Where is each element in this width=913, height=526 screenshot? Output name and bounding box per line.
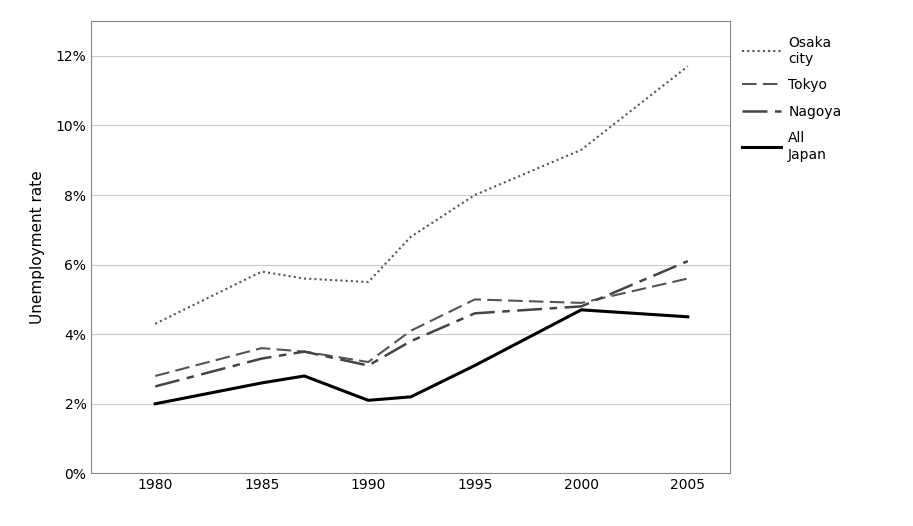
Y-axis label: Unemployment rate: Unemployment rate [29,170,45,324]
All
Japan [257,380,268,386]
Nagoya [257,356,268,362]
Line: Tokyo: Tokyo [155,279,687,376]
Tokyo [362,359,373,365]
Osaka
city [469,192,480,198]
Tokyo [299,348,310,355]
Osaka
city [150,321,161,327]
Line: Nagoya: Nagoya [155,261,687,387]
All
Japan [682,313,693,320]
All
Japan [405,393,416,400]
Tokyo [682,276,693,282]
Nagoya [362,362,373,369]
Osaka
city [682,63,693,69]
Tokyo [469,296,480,302]
Line: Osaka
city: Osaka city [155,66,687,324]
Osaka
city [257,268,268,275]
Tokyo [150,373,161,379]
Nagoya [405,338,416,345]
Osaka
city [362,279,373,285]
Osaka
city [576,147,587,153]
All
Japan [576,307,587,313]
Osaka
city [405,234,416,240]
Nagoya [469,310,480,317]
All
Japan [469,362,480,369]
Nagoya [576,303,587,309]
Tokyo [576,300,587,306]
Tokyo [405,328,416,334]
All
Japan [299,373,310,379]
Nagoya [682,258,693,264]
Osaka
city [299,276,310,282]
Legend: Osaka
city, Tokyo, Nagoya, All
Japan: Osaka city, Tokyo, Nagoya, All Japan [737,30,847,167]
All
Japan [362,397,373,403]
Nagoya [299,348,310,355]
All
Japan [150,401,161,407]
Nagoya [150,383,161,390]
Tokyo [257,345,268,351]
Line: All
Japan: All Japan [155,310,687,404]
